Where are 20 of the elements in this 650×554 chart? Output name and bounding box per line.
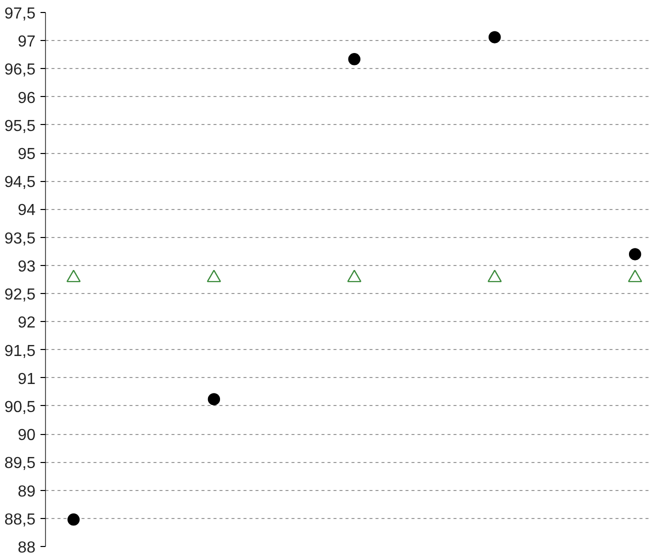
y-tick-label: 91	[18, 370, 36, 388]
y-tick-label: 97	[18, 34, 36, 51]
y-tick-label: 88,5	[4, 511, 36, 528]
y-tick-label: 95,5	[4, 118, 36, 135]
y-tick-label: 94,5	[4, 174, 36, 192]
y-tick-label: 90	[18, 427, 36, 444]
y-tick-label: 90,5	[4, 398, 36, 416]
y-tick-label: 91,5	[4, 342, 36, 360]
y-tick-label: 92	[18, 314, 36, 332]
y-tick-label: 94	[18, 202, 36, 220]
y-tick-label: 93	[18, 258, 36, 276]
y-tick-label: 96,5	[4, 62, 36, 79]
y-tick-label: 97,5	[4, 6, 36, 22]
y-tick-label: 93,5	[4, 230, 36, 248]
y-tick-label: 89,5	[4, 455, 36, 472]
y-tick-label: 89	[18, 483, 36, 500]
y-tick-label: 88	[18, 540, 36, 554]
y-tick-label: 92,5	[4, 286, 36, 304]
y-tick-label: 96	[18, 90, 36, 107]
y-tick-label: 95	[18, 146, 36, 164]
